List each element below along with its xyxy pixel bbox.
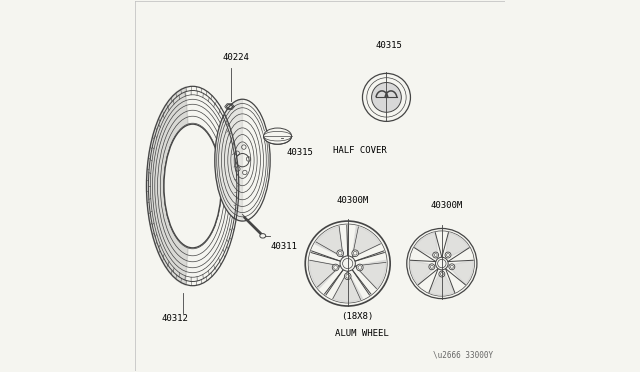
- Polygon shape: [355, 260, 386, 289]
- Polygon shape: [310, 260, 340, 289]
- Text: 40312: 40312: [161, 314, 188, 323]
- Ellipse shape: [352, 250, 358, 257]
- Polygon shape: [333, 271, 363, 302]
- Text: 40315: 40315: [376, 41, 403, 49]
- Ellipse shape: [362, 73, 410, 121]
- Text: 40300M: 40300M: [431, 201, 463, 210]
- Polygon shape: [264, 132, 292, 144]
- Text: (18X8): (18X8): [341, 312, 374, 321]
- Polygon shape: [429, 270, 454, 295]
- Ellipse shape: [445, 252, 451, 258]
- Ellipse shape: [433, 252, 438, 258]
- Ellipse shape: [215, 99, 270, 221]
- Text: 40315: 40315: [287, 148, 314, 157]
- Ellipse shape: [407, 228, 477, 299]
- Ellipse shape: [439, 271, 445, 277]
- Ellipse shape: [436, 257, 448, 270]
- Polygon shape: [147, 87, 193, 285]
- Ellipse shape: [429, 264, 435, 270]
- Ellipse shape: [337, 250, 344, 257]
- Polygon shape: [215, 99, 243, 221]
- Ellipse shape: [356, 264, 363, 271]
- Ellipse shape: [372, 83, 401, 112]
- Polygon shape: [445, 232, 469, 259]
- Ellipse shape: [449, 264, 455, 270]
- Text: ALUM WHEEL: ALUM WHEEL: [335, 328, 388, 337]
- Ellipse shape: [260, 234, 266, 238]
- Polygon shape: [448, 260, 474, 285]
- Polygon shape: [352, 226, 380, 257]
- Ellipse shape: [342, 259, 353, 269]
- Ellipse shape: [147, 86, 239, 286]
- Text: 40300M: 40300M: [337, 196, 369, 205]
- Ellipse shape: [438, 259, 446, 268]
- Polygon shape: [415, 232, 438, 259]
- Polygon shape: [315, 226, 343, 257]
- Text: 40311: 40311: [270, 242, 297, 251]
- Ellipse shape: [332, 264, 339, 271]
- Ellipse shape: [340, 256, 355, 271]
- Ellipse shape: [305, 221, 390, 306]
- Polygon shape: [410, 260, 436, 285]
- Text: HALF COVER: HALF COVER: [333, 146, 387, 155]
- Text: 40224: 40224: [222, 54, 249, 62]
- Text: \u2666 33000Y: \u2666 33000Y: [433, 350, 493, 359]
- Ellipse shape: [164, 124, 221, 248]
- Ellipse shape: [344, 273, 351, 280]
